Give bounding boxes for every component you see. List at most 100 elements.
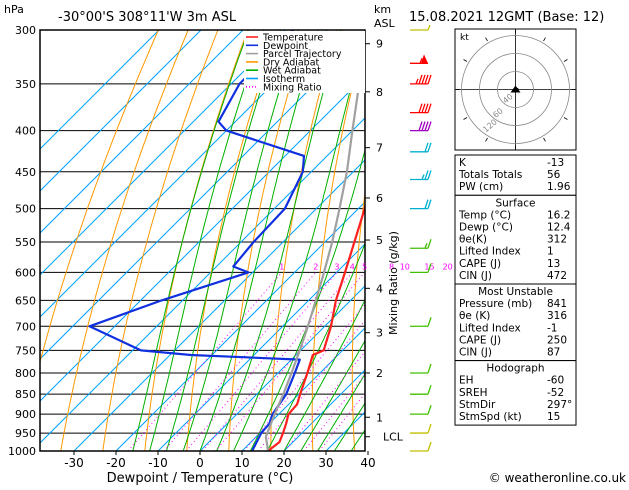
legend-box xyxy=(244,31,365,93)
height-tick-label: 6 xyxy=(376,192,383,205)
storm-motion-marker xyxy=(510,85,521,93)
most-unstable-row-label: CIN (J) xyxy=(459,347,492,359)
most-unstable-row-label: θe (K) xyxy=(459,310,490,322)
height-tick-label: 8 xyxy=(376,86,383,99)
wind-barb xyxy=(410,24,431,31)
height-tick-label: LCL xyxy=(383,431,404,444)
mixing-ratio-line xyxy=(284,350,365,451)
pressure-tick-label: 700 xyxy=(15,320,36,333)
axes-group: 3003504004505005506006507007508008509009… xyxy=(8,24,404,470)
series-parcel-trajectory xyxy=(264,45,365,451)
most-unstable-row-value: -1 xyxy=(547,322,557,334)
isotherm-line xyxy=(40,117,365,444)
hodograph-tick xyxy=(563,117,568,120)
surface-row-value: 13 xyxy=(547,258,560,270)
dry-adiabat-line xyxy=(186,30,278,451)
plot-background-lines xyxy=(40,30,629,451)
pressure-unit-label: hPa xyxy=(4,3,24,16)
surface-row-label: Temp (°C) xyxy=(458,209,511,221)
surface-row-label: Lifted Index xyxy=(459,246,521,258)
wet-adiabat-line xyxy=(233,33,365,451)
isotherm-line xyxy=(199,285,365,451)
wind-barb xyxy=(410,103,432,114)
hodograph-tick xyxy=(463,117,468,120)
most-unstable-title: Most Unstable xyxy=(478,286,553,298)
height-unit-asl: ASL xyxy=(374,17,396,30)
pressure-tick-label: 800 xyxy=(15,367,36,380)
surface-box xyxy=(454,194,577,285)
dry-adiabat-line xyxy=(40,30,159,364)
hodograph-stats-row-label: StmSpd (kt) xyxy=(459,411,522,423)
wind-barb xyxy=(410,384,432,395)
wet-adiabat-line xyxy=(165,30,281,451)
legend-item: Isotherm xyxy=(263,74,305,85)
mixing-ratio-axis-label: Mixing Ratio (g/kg) xyxy=(387,231,400,335)
legend-item: Dry Adiabat xyxy=(263,57,320,68)
dry-adiabat-line xyxy=(102,30,219,451)
wind-barb xyxy=(410,170,432,181)
pressure-tick-label: 500 xyxy=(15,203,36,216)
height-tick-label: 4 xyxy=(376,282,383,295)
wet-adiabat-line xyxy=(317,373,365,451)
mixing-ratio-label: 4 xyxy=(350,262,355,271)
most-unstable-row-value: 87 xyxy=(547,347,560,359)
pressure-tick-label: 750 xyxy=(15,344,36,357)
height-unit-km: km xyxy=(374,3,391,16)
mixing-ratio-label: 8 xyxy=(389,262,394,271)
mixing-ratio-label: 10 xyxy=(400,262,410,271)
surface-row-label: θe(K) xyxy=(459,234,487,246)
wind-barb xyxy=(410,363,432,374)
legend-item: Parcel Trajectory xyxy=(263,49,342,60)
mixing-ratio-line xyxy=(202,272,353,451)
surface-title: Surface xyxy=(495,197,535,209)
index-row-label: Totals Totals xyxy=(458,169,522,181)
isotherm-line xyxy=(40,30,244,234)
isotherm-line xyxy=(40,30,202,192)
wet-adiabat-line xyxy=(182,30,299,451)
mixing-ratio-line xyxy=(185,272,338,451)
temperature-tick-label: 0 xyxy=(196,456,204,470)
hodograph-ring xyxy=(461,35,570,144)
dry-adiabat-line xyxy=(601,30,629,451)
legend-item: Temperature xyxy=(262,33,323,44)
most-unstable-row-value: 250 xyxy=(547,334,567,346)
index-box xyxy=(454,154,577,196)
series-temperature xyxy=(267,201,365,451)
pressure-tick-label: 1000 xyxy=(8,445,36,458)
hodograph-unit: kt xyxy=(460,33,469,43)
mixing-ratio-label: 1 xyxy=(279,262,284,271)
hodograph-stats-row-value: 15 xyxy=(547,411,560,423)
temperature-tick-label: 10 xyxy=(234,456,249,470)
wind-barb xyxy=(410,142,432,153)
mixing-ratio-line xyxy=(127,272,283,451)
pressure-tick-label: 950 xyxy=(15,427,36,440)
isotherm-line xyxy=(40,33,365,360)
most-unstable-row-value: 841 xyxy=(547,298,567,310)
index-row-value: 56 xyxy=(547,169,561,181)
pressure-tick-label: 900 xyxy=(15,408,36,421)
height-tick-label: 3 xyxy=(376,327,383,340)
datetime-title: 15.08.2021 12GMT (Base: 12) xyxy=(409,10,604,25)
index-row-label: PW (cm) xyxy=(459,181,503,193)
temperature-tick-label: 40 xyxy=(360,456,375,470)
wet-adiabat-line xyxy=(132,30,250,451)
wind-barb xyxy=(410,441,432,452)
pressure-tick-label: 550 xyxy=(15,236,36,249)
hodograph-stats-title: Hodograph xyxy=(486,363,544,375)
pressure-tick-label: 300 xyxy=(15,24,36,37)
hodograph-stats-row-value: -52 xyxy=(547,387,564,399)
wet-adiabat-line xyxy=(216,30,342,451)
isotherm-line xyxy=(40,30,286,276)
most-unstable-row-label: Pressure (mb) xyxy=(459,298,532,310)
wind-barbs xyxy=(410,24,432,452)
dry-adiabat-line xyxy=(144,30,249,451)
dry-adiabat-line xyxy=(228,30,308,451)
wet-adiabat-line xyxy=(149,30,265,451)
wind-barb xyxy=(410,54,428,64)
temperature-tick-label: -10 xyxy=(148,456,168,470)
surface-row-value: 16.2 xyxy=(547,209,570,221)
pressure-tick-label: 600 xyxy=(15,266,36,279)
hodograph-tick xyxy=(463,59,468,62)
